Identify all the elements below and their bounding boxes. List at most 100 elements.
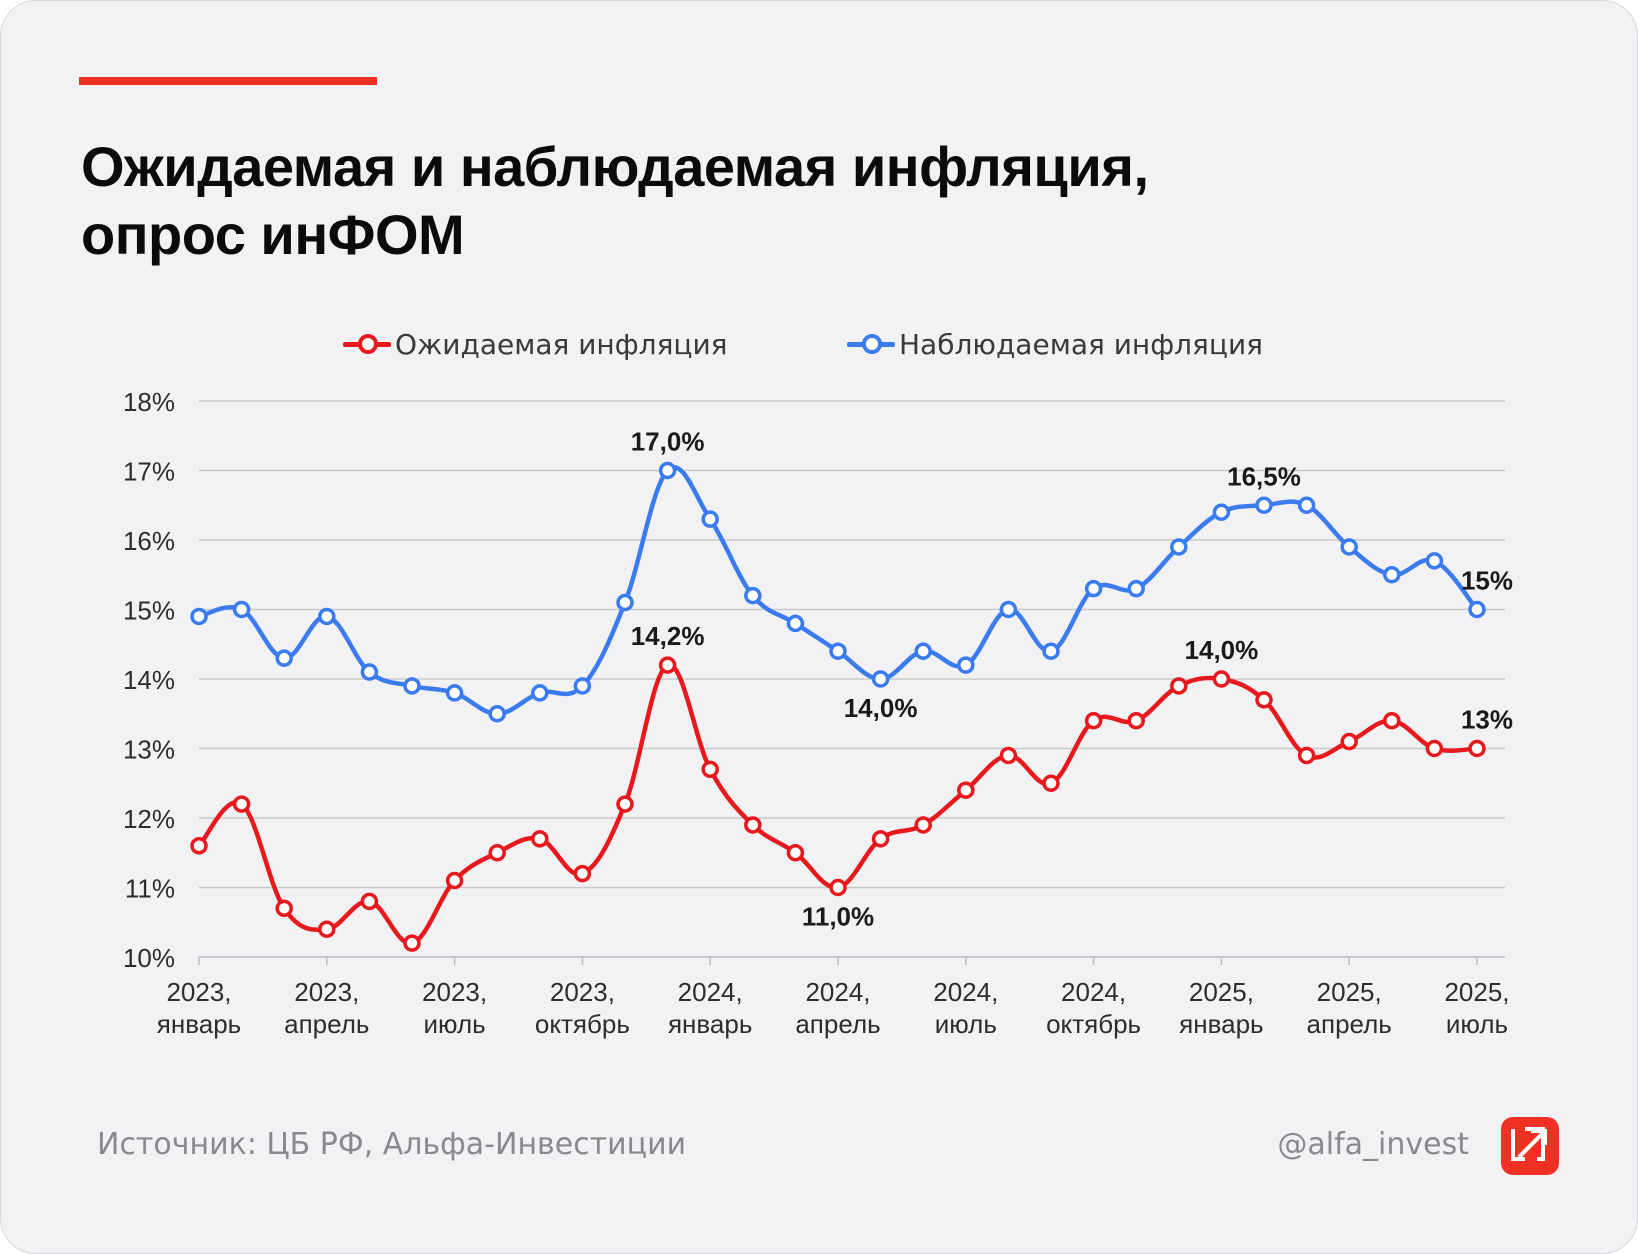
data-label-observed: 14,0% bbox=[844, 693, 918, 723]
data-point-expected bbox=[1297, 746, 1316, 765]
legend-expected-label: Ожидаемая инфляция bbox=[395, 327, 728, 361]
data-point-expected bbox=[190, 837, 208, 855]
data-point-observed bbox=[744, 586, 762, 605]
data-point-observed bbox=[616, 593, 634, 612]
y-tick-label: 10% bbox=[123, 943, 175, 973]
data-point-expected bbox=[573, 864, 592, 883]
y-tick-label: 14% bbox=[123, 665, 175, 695]
data-point-observed bbox=[999, 600, 1018, 619]
chart-title: Ожидаемая и наблюдаемая инфляция, опрос … bbox=[81, 133, 1481, 269]
data-point-observed bbox=[360, 663, 379, 681]
accent-bar bbox=[79, 77, 377, 85]
x-tick-label-month: январь bbox=[668, 1009, 752, 1039]
x-tick-label-month: январь bbox=[1179, 1009, 1263, 1039]
data-point-observed bbox=[701, 510, 719, 528]
data-point-observed bbox=[786, 614, 805, 633]
data-point-expected bbox=[999, 746, 1018, 765]
data-point-expected bbox=[318, 920, 336, 938]
series-line-observed bbox=[196, 465, 1480, 717]
x-tick-label-month: апрель bbox=[795, 1009, 880, 1039]
legend-observed-marker-icon bbox=[847, 334, 895, 354]
data-point-observed bbox=[1127, 579, 1145, 598]
data-point-observed bbox=[829, 642, 847, 660]
x-tick-label-year: 2024, bbox=[805, 977, 870, 1007]
y-tick-label: 13% bbox=[123, 735, 175, 765]
data-label-expected: 11,0% bbox=[802, 902, 874, 932]
data-point-expected bbox=[403, 934, 421, 952]
data-point-expected bbox=[871, 830, 890, 848]
x-tick-label-year: 2023, bbox=[422, 977, 487, 1007]
data-point-expected bbox=[1042, 774, 1060, 792]
data-point-observed bbox=[403, 677, 421, 695]
legend-item-expected: Ожидаемая инфляция bbox=[343, 319, 728, 369]
x-tick-label-year: 2025, bbox=[1317, 977, 1382, 1007]
y-tick-label: 17% bbox=[123, 457, 175, 487]
data-point-expected bbox=[914, 816, 932, 834]
data-point-observed bbox=[318, 607, 336, 626]
data-point-observed bbox=[871, 670, 890, 688]
data-point-expected bbox=[1170, 677, 1188, 695]
data-point-observed bbox=[1255, 496, 1273, 514]
x-tick-label-month: январь bbox=[157, 1009, 241, 1039]
x-tick-label-year: 2025, bbox=[1189, 977, 1254, 1007]
x-tick-label-month: июль bbox=[935, 1009, 997, 1039]
data-label-expected: 13% bbox=[1461, 705, 1513, 735]
data-point-expected bbox=[1383, 711, 1401, 730]
data-point-expected bbox=[531, 830, 549, 848]
data-point-observed bbox=[1425, 552, 1444, 570]
y-tick-label: 16% bbox=[123, 526, 175, 556]
x-tick-label-month: октябрь bbox=[1046, 1009, 1141, 1039]
data-label-expected: 14,2% bbox=[631, 621, 705, 651]
data-point-observed bbox=[1170, 538, 1188, 556]
legend-observed-label: Наблюдаемая инфляция bbox=[899, 327, 1263, 361]
data-point-observed bbox=[914, 642, 932, 660]
data-label-expected: 14,0% bbox=[1185, 635, 1259, 665]
data-point-observed bbox=[1297, 496, 1316, 514]
y-tick-label: 11% bbox=[125, 874, 175, 904]
data-label-observed: 16,5% bbox=[1227, 461, 1301, 491]
x-tick-label-year: 2024, bbox=[1061, 977, 1126, 1007]
data-point-observed bbox=[1084, 579, 1103, 598]
data-point-observed bbox=[1212, 503, 1231, 521]
x-tick-label-month: июль bbox=[1446, 1009, 1508, 1039]
x-tick-label-year: 2024, bbox=[933, 977, 998, 1007]
social-handle: @alfa_invest bbox=[1277, 1127, 1469, 1162]
x-tick-label-month: октябрь bbox=[535, 1009, 630, 1039]
data-point-expected bbox=[616, 795, 634, 813]
alfa-logo-icon bbox=[1501, 1117, 1559, 1175]
data-point-expected bbox=[957, 781, 975, 799]
data-point-expected bbox=[701, 760, 719, 779]
data-point-expected bbox=[1340, 732, 1358, 751]
x-tick-label-year: 2023, bbox=[550, 977, 615, 1007]
data-point-observed bbox=[1383, 566, 1401, 584]
data-point-expected bbox=[232, 795, 251, 813]
data-point-expected bbox=[1425, 739, 1444, 758]
data-point-expected bbox=[1127, 711, 1145, 730]
legend-expected-marker-icon bbox=[343, 334, 391, 354]
data-point-expected bbox=[488, 844, 506, 862]
x-tick-label-year: 2023, bbox=[166, 977, 231, 1007]
data-point-observed bbox=[531, 684, 549, 702]
data-point-observed bbox=[1340, 538, 1358, 556]
data-point-expected bbox=[829, 878, 847, 897]
y-tick-label: 18% bbox=[123, 387, 175, 417]
x-tick-label-month: апрель bbox=[1307, 1009, 1392, 1039]
y-tick-label: 15% bbox=[123, 596, 175, 626]
y-tick-label: 12% bbox=[123, 804, 175, 834]
data-point-observed bbox=[573, 677, 592, 695]
data-point-expected bbox=[1084, 711, 1103, 730]
data-point-expected bbox=[744, 816, 762, 834]
data-point-observed bbox=[957, 656, 975, 674]
data-label-observed: 17,0% bbox=[631, 427, 705, 457]
x-tick-label-month: июль bbox=[424, 1009, 486, 1039]
data-point-expected bbox=[1468, 739, 1486, 758]
data-point-expected bbox=[1212, 670, 1231, 688]
x-tick-label-year: 2024, bbox=[678, 977, 743, 1007]
data-point-observed bbox=[190, 607, 208, 626]
data-point-observed bbox=[232, 600, 251, 619]
data-point-observed bbox=[1042, 642, 1060, 660]
data-point-observed bbox=[1468, 600, 1486, 619]
data-point-expected bbox=[445, 871, 464, 890]
